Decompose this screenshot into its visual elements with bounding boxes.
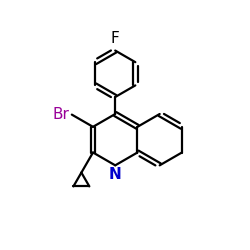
- Text: N: N: [109, 167, 122, 182]
- Text: Br: Br: [52, 107, 69, 122]
- Text: F: F: [111, 31, 120, 46]
